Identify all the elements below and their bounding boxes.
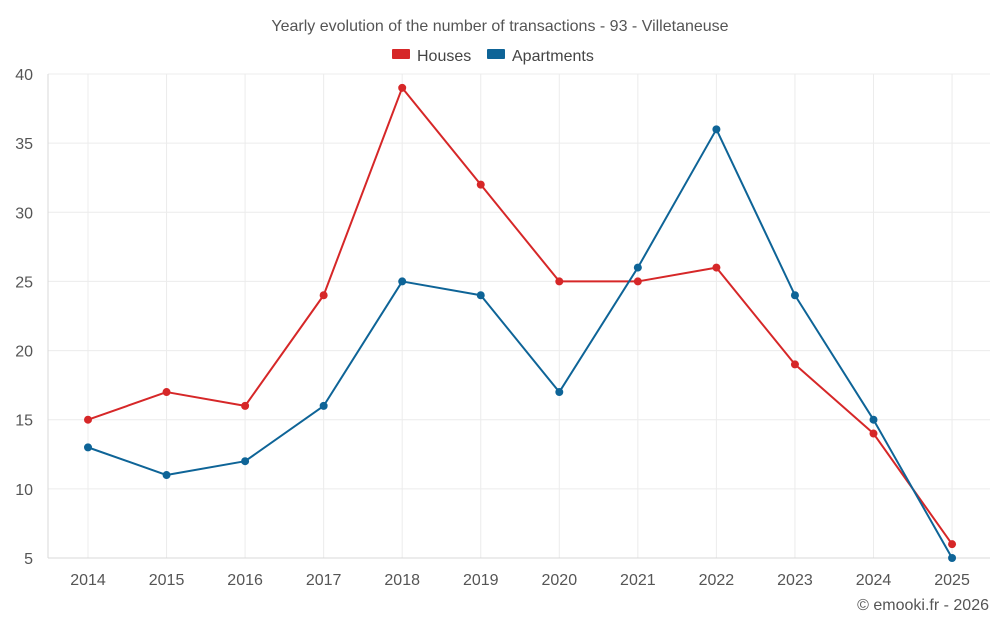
data-point-apartments-2021[interactable] (633, 263, 642, 272)
x-tick-label: 2022 (699, 572, 735, 589)
gridlines (48, 73, 990, 559)
y-tick-label: 10 (15, 482, 33, 499)
y-tick-label: 25 (15, 274, 33, 291)
data-point-houses-2017[interactable] (319, 291, 328, 300)
series-apartments (84, 125, 957, 562)
y-tick-label: 35 (15, 136, 33, 153)
x-tick-label: 2024 (856, 572, 892, 589)
x-tick-label: 2021 (620, 572, 656, 589)
chart-title: Yearly evolution of the number of transa… (271, 18, 728, 35)
data-point-houses-2020[interactable] (555, 277, 564, 286)
data-point-houses-2015[interactable] (162, 388, 171, 397)
data-point-houses-2021[interactable] (633, 277, 642, 286)
x-tick-label: 2025 (934, 572, 970, 589)
data-point-apartments-2019[interactable] (476, 291, 485, 300)
data-point-houses-2018[interactable] (398, 83, 407, 92)
y-tick-label: 20 (15, 344, 33, 361)
data-point-houses-2019[interactable] (476, 180, 485, 189)
data-point-houses-2016[interactable] (241, 401, 250, 410)
data-point-apartments-2024[interactable] (869, 415, 878, 424)
y-tick-label: 30 (15, 205, 33, 222)
y-tick-label: 5 (24, 551, 33, 568)
legend-swatch-apartments (487, 49, 505, 59)
data-point-apartments-2017[interactable] (319, 401, 328, 410)
x-tick-label: 2023 (777, 572, 813, 589)
data-point-apartments-2022[interactable] (712, 125, 721, 134)
legend-label-houses: Houses (417, 48, 471, 65)
series-houses (84, 83, 957, 549)
credit-text: © emooki.fr - 2026 (857, 597, 989, 614)
x-tick-label: 2014 (70, 572, 106, 589)
y-tick-label: 40 (15, 67, 33, 84)
x-tick-label: 2018 (384, 572, 420, 589)
x-tick-label: 2020 (542, 572, 578, 589)
data-point-apartments-2023[interactable] (790, 291, 799, 300)
data-point-houses-2025[interactable] (948, 540, 957, 549)
data-point-houses-2023[interactable] (790, 360, 799, 369)
data-point-houses-2022[interactable] (712, 263, 721, 272)
data-point-apartments-2018[interactable] (398, 277, 407, 286)
legend-swatch-houses (392, 49, 410, 59)
data-point-apartments-2014[interactable] (84, 443, 92, 452)
y-tick-label: 15 (15, 413, 33, 430)
legend-item-houses[interactable]: Houses (392, 48, 471, 65)
data-point-houses-2014[interactable] (84, 415, 92, 424)
data-point-apartments-2015[interactable] (162, 471, 171, 480)
data-point-apartments-2016[interactable] (241, 457, 250, 466)
legend-item-apartments[interactable]: Apartments (487, 48, 594, 65)
x-tick-label: 2016 (227, 572, 263, 589)
x-tick-label: 2017 (306, 572, 342, 589)
data-point-houses-2024[interactable] (869, 429, 878, 438)
data-point-apartments-2020[interactable] (555, 388, 564, 397)
series-line-houses (87, 86, 954, 546)
x-tick-label: 2015 (149, 572, 185, 589)
x-tick-label: 2019 (463, 572, 499, 589)
legend-label-apartments: Apartments (512, 48, 594, 65)
series-line-apartments (87, 128, 954, 559)
legend: Houses Apartments (392, 48, 594, 65)
data-point-apartments-2025[interactable] (948, 554, 957, 562)
